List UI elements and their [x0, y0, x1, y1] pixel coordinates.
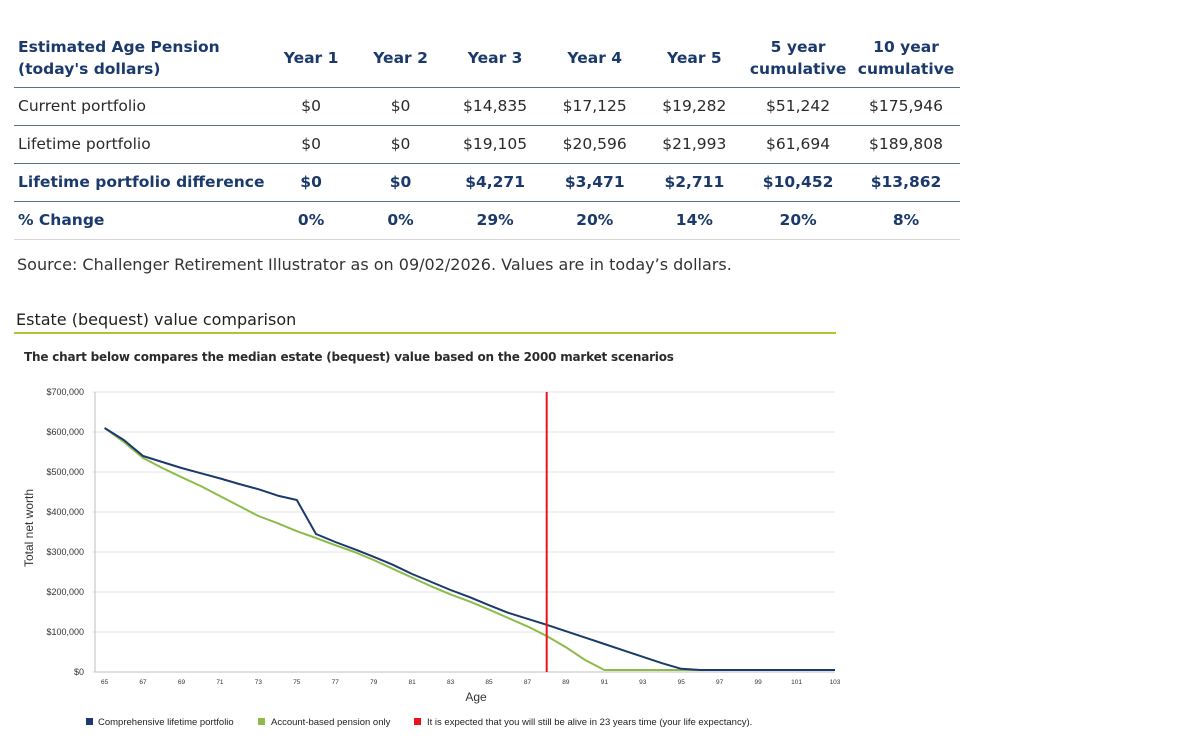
x-tick-label: 75 — [293, 679, 301, 686]
x-tick-label: 101 — [791, 679, 802, 686]
table-cell: $175,946 — [852, 87, 960, 126]
table-cell: $3,471 — [544, 163, 645, 202]
table-cell: $0 — [355, 87, 446, 126]
y-tick-label: $700,000 — [46, 387, 84, 397]
section-divider — [14, 332, 836, 334]
x-tick-label: 85 — [485, 679, 493, 686]
section-title: Estate (bequest) value comparison — [16, 310, 297, 329]
x-tick-label: 65 — [101, 679, 109, 686]
header-5-year-cumulative: 5 year cumulative — [744, 30, 853, 88]
legend-swatch-account-based-pension — [258, 718, 265, 725]
x-tick-label: 103 — [830, 679, 841, 686]
x-tick-label: 89 — [562, 679, 570, 686]
x-tick-label: 83 — [447, 679, 455, 686]
legend-label-life-expectancy: It is expected that you will still be al… — [427, 717, 752, 728]
series-lines — [104, 427, 835, 671]
age-pension-table: Estimated Age Pension (today's dollars) … — [14, 30, 960, 240]
table-cell: $19,105 — [445, 125, 545, 164]
header-year-1: Year 1 — [266, 30, 356, 88]
table-cell: 14% — [644, 201, 745, 240]
x-tick-label: 95 — [678, 679, 686, 686]
table-cell: $10,452 — [744, 163, 853, 202]
table-cell: 0% — [355, 201, 446, 240]
y-tick-label: $0 — [74, 667, 84, 677]
table-cell: 29% — [445, 201, 545, 240]
table-cell: $14,835 — [445, 87, 545, 126]
legend-swatch-life-expectancy — [414, 718, 421, 725]
table-cell: 20% — [544, 201, 645, 240]
x-tick-label: 79 — [370, 679, 378, 686]
y-tick-label: $200,000 — [46, 587, 84, 597]
table-cell: $0 — [266, 163, 356, 202]
legend-label-lifetime-portfolio: Comprehensive lifetime portfolio — [98, 717, 234, 728]
table-row: % Change 0% 0% 29% 20% 14% 20% 8% — [14, 201, 960, 240]
table-cell: $61,694 — [744, 125, 853, 164]
row-label: Current portfolio — [14, 87, 267, 126]
table-cell: 0% — [266, 201, 356, 240]
table-cell: $19,282 — [644, 87, 745, 126]
x-tick-label: 93 — [639, 679, 647, 686]
table-cell: $0 — [266, 87, 356, 126]
y-tick-label: $300,000 — [46, 547, 84, 557]
x-axis-title: Age — [465, 690, 487, 704]
table-cell: $0 — [266, 125, 356, 164]
source-note: Source: Challenger Retirement Illustrato… — [17, 255, 732, 274]
table-cell: $0 — [355, 163, 446, 202]
y-tick-label: $500,000 — [46, 467, 84, 477]
grid-lines — [92, 391, 835, 673]
y-tick-label: $600,000 — [46, 427, 84, 437]
series-line-account-based-pension — [104, 427, 835, 671]
chart-legend: Comprehensive lifetime portfolio Account… — [86, 717, 752, 728]
chart-subtitle: The chart below compares the median esta… — [24, 350, 674, 364]
table-cell: $4,271 — [445, 163, 545, 202]
table-cell: $20,596 — [544, 125, 645, 164]
legend-swatch-lifetime-portfolio — [86, 718, 93, 725]
table-cell: $2,711 — [644, 163, 745, 202]
row-label: Lifetime portfolio difference — [14, 163, 267, 202]
x-tick-label: 91 — [601, 679, 609, 686]
estate-value-chart: $0 $100,000 $200,000 $300,000 $400,000 $500,0… — [22, 387, 841, 728]
legend-label-account-based-pension: Account-based pension only — [271, 717, 391, 728]
header-year-4: Year 4 — [544, 30, 645, 88]
table-row: Current portfolio $0 $0 $14,835 $17,125 … — [14, 87, 960, 126]
y-tick-label: $100,000 — [46, 627, 84, 637]
x-tick-label: 81 — [409, 679, 417, 686]
header-year-5: Year 5 — [644, 30, 745, 88]
x-tick-label: 99 — [754, 679, 762, 686]
x-tick-label: 87 — [524, 679, 532, 686]
table-header-row: Estimated Age Pension (today's dollars) … — [14, 30, 960, 88]
table-cell: 8% — [852, 201, 960, 240]
series-line-lifetime-portfolio — [104, 427, 835, 671]
header-label: Estimated Age Pension (today's dollars) — [14, 30, 267, 88]
x-tick-label: 69 — [178, 679, 186, 686]
x-tick-label: 73 — [255, 679, 263, 686]
table-cell: $13,862 — [852, 163, 960, 202]
table-row: Lifetime portfolio difference $0 $0 $4,2… — [14, 163, 960, 202]
table-cell: $21,993 — [644, 125, 745, 164]
table-cell: 20% — [744, 201, 853, 240]
x-tick-label: 71 — [216, 679, 224, 686]
header-year-3: Year 3 — [445, 30, 545, 88]
x-tick-label: 77 — [332, 679, 340, 686]
y-axis-title: Total net worth — [22, 489, 36, 567]
row-label: % Change — [14, 201, 267, 240]
x-tick-label: 97 — [716, 679, 724, 686]
header-year-2: Year 2 — [355, 30, 446, 88]
y-axis-ticks: $0 $100,000 $200,000 $300,000 $400,000 $500,0… — [46, 387, 84, 677]
table-row: Lifetime portfolio $0 $0 $19,105 $20,596… — [14, 125, 960, 164]
table-cell: $189,808 — [852, 125, 960, 164]
table-cell: $17,125 — [544, 87, 645, 126]
header-10-year-cumulative: 10 year cumulative — [852, 30, 960, 88]
row-label: Lifetime portfolio — [14, 125, 267, 164]
table-cell: $0 — [355, 125, 446, 164]
x-axis-ticks: 65 67 69 71 73 75 77 79 81 83 85 87 89 91 93 95 97 99 101 1… — [101, 679, 841, 686]
x-tick-label: 67 — [139, 679, 147, 686]
table-cell: $51,242 — [744, 87, 853, 126]
y-tick-label: $400,000 — [46, 507, 84, 517]
